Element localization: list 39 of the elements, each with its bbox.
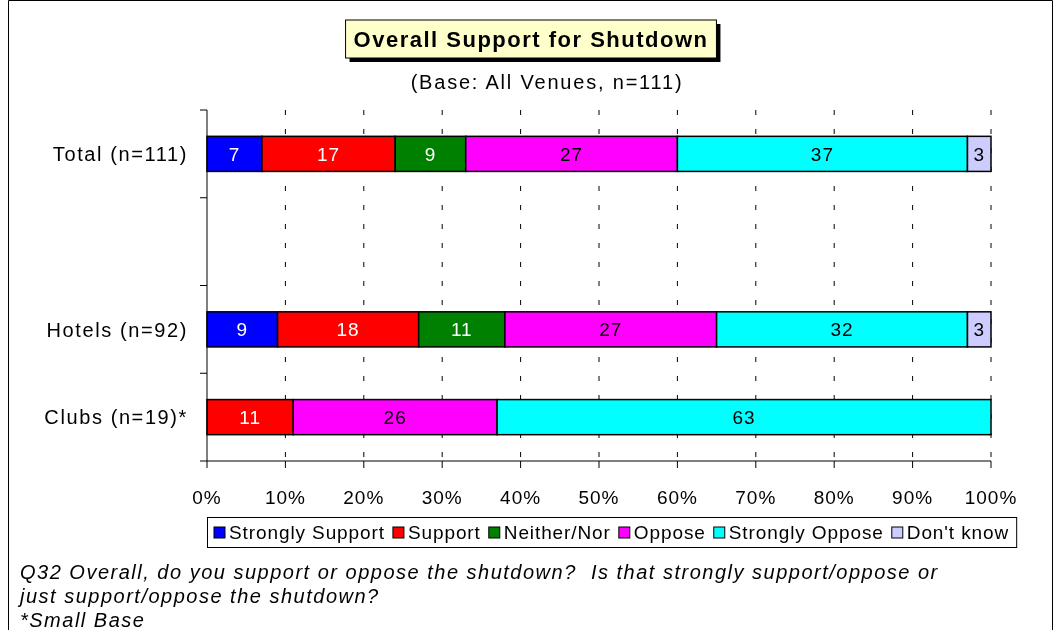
data-label: 26 bbox=[383, 406, 407, 428]
x-tick-label: 40% bbox=[500, 487, 542, 508]
text: Q32 Overall, do you support or oppose the shutdown? Is that strongly support/oppose or just support/oppose the shutdown? bbox=[17, 561, 939, 607]
legend-label: Don't know bbox=[906, 522, 1010, 544]
data-label: 63 bbox=[732, 406, 756, 428]
legend-label: Support bbox=[407, 522, 481, 544]
data-label: 27 bbox=[559, 143, 584, 165]
y-tick-label: Total (n=111) bbox=[52, 143, 188, 166]
y-tick-label: Clubs (n=19)* bbox=[44, 406, 188, 429]
text: *Small Base bbox=[20, 609, 146, 630]
x-tick-label: 20% bbox=[343, 487, 385, 508]
chart-subtitle: (Base: All Venues, n=111) bbox=[410, 71, 684, 93]
data-label: 27 bbox=[599, 319, 623, 341]
x-tick-label: 70% bbox=[735, 487, 777, 508]
legend-label: Neither/Nor bbox=[503, 522, 611, 544]
data-label: 37 bbox=[810, 143, 835, 165]
legend-label: Oppose bbox=[633, 522, 706, 544]
x-tick-label: 100% bbox=[964, 487, 1018, 508]
chart-title: Overall Support for Shutdown bbox=[353, 27, 709, 52]
data-label: 9 bbox=[236, 319, 249, 341]
y-tick-label: Hotels (n=92) bbox=[46, 318, 188, 341]
legend-label: Strongly Support bbox=[229, 522, 385, 544]
data-label: 18 bbox=[336, 319, 360, 341]
x-tick-label: 90% bbox=[892, 487, 934, 508]
x-tick-label: 50% bbox=[578, 487, 620, 508]
data-label: 11 bbox=[239, 406, 261, 428]
data-label: 17 bbox=[316, 143, 341, 165]
data-label: 3 bbox=[973, 319, 986, 341]
legend-label: Strongly Oppose bbox=[728, 522, 884, 544]
data-label: 32 bbox=[830, 319, 854, 341]
data-label: 9 bbox=[424, 143, 437, 165]
x-tick-label: 30% bbox=[421, 487, 463, 508]
data-label: 7 bbox=[228, 143, 241, 165]
x-tick-label: 0% bbox=[192, 487, 222, 508]
x-tick-label: 60% bbox=[656, 487, 698, 508]
data-label: 3 bbox=[973, 143, 986, 165]
x-tick-label: 10% bbox=[264, 487, 306, 508]
x-tick-label: 80% bbox=[813, 487, 855, 508]
data-label: 11 bbox=[450, 319, 473, 341]
